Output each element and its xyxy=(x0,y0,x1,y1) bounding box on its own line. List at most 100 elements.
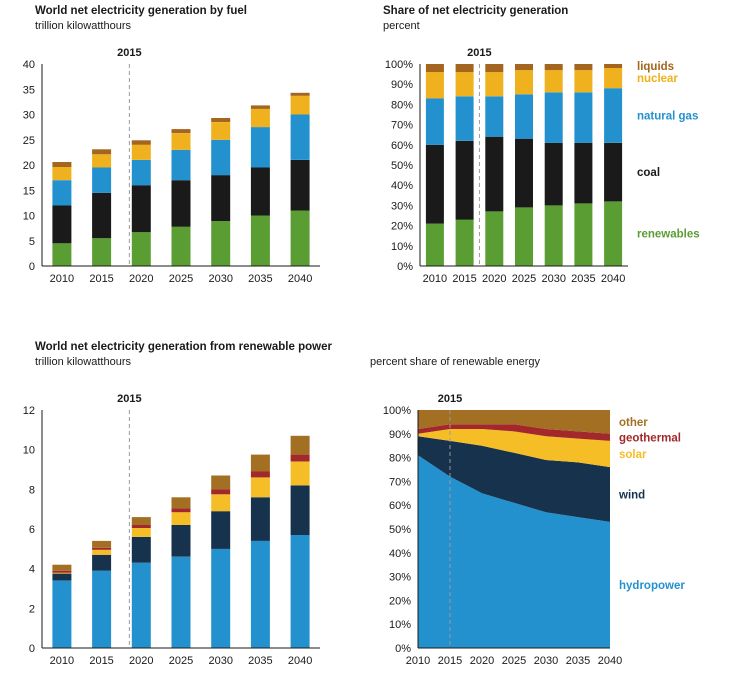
bar-segment-natural-gas xyxy=(250,127,270,168)
y-tick-label: 20% xyxy=(389,595,411,607)
bar-segment-geothermal xyxy=(131,525,151,528)
bar-segment-geothermal xyxy=(52,570,72,573)
y-tick-label: 25 xyxy=(23,135,35,147)
bar-segment-hydropower xyxy=(211,548,231,648)
bar-segment-renewables xyxy=(52,243,72,266)
bar-segment-coal xyxy=(574,142,593,204)
bar-segment-coal xyxy=(425,144,444,224)
area-solar xyxy=(418,429,610,468)
bar-segment-wind xyxy=(92,554,112,571)
x-tick-label: 2020 xyxy=(129,273,153,285)
bar-segment-solar xyxy=(250,477,270,498)
x-tick-label: 2015 xyxy=(89,273,113,285)
bar-segment-renewables xyxy=(455,219,474,266)
bar-segment-liquids xyxy=(211,118,231,122)
bar-segment-hydropower xyxy=(52,580,72,648)
bar-segment-coal xyxy=(290,160,310,211)
y-tick-label: 60% xyxy=(389,500,411,512)
bar-segment-other xyxy=(131,517,151,525)
bar-segment-liquids xyxy=(455,64,474,73)
y-tick-label: 40 xyxy=(23,59,35,71)
bar-segment-nuclear xyxy=(171,133,191,150)
bar-segment-hydropower xyxy=(131,562,151,648)
bar-segment-liquids xyxy=(290,92,310,96)
chart3-title: World net electricity generation from re… xyxy=(35,341,332,353)
bar-segment-renewables xyxy=(425,223,444,266)
bar-segment-wind xyxy=(131,536,151,563)
bar-segment-natural-gas xyxy=(131,160,151,186)
divider-year-label: 2015 xyxy=(438,393,462,405)
y-tick-label: 35 xyxy=(23,84,35,96)
x-tick-label: 2040 xyxy=(601,273,625,285)
legend-nuclear: nuclear xyxy=(637,73,678,85)
bar-segment-coal xyxy=(515,138,533,208)
bar-segment-natural-gas xyxy=(574,92,593,143)
bar-segment-nuclear xyxy=(515,70,533,95)
bar-segment-renewables xyxy=(250,215,270,266)
y-tick-label: 0% xyxy=(395,643,411,655)
bar-segment-liquids xyxy=(92,149,112,155)
bar-segment-coal xyxy=(250,167,270,216)
bar-segment-natural-gas xyxy=(485,96,504,137)
bar-segment-renewables xyxy=(574,203,593,266)
y-tick-label: 80% xyxy=(389,453,411,465)
bar-segment-nuclear xyxy=(290,95,310,115)
bar-segment-hydropower xyxy=(250,540,270,648)
bar-segment-other xyxy=(92,540,112,548)
y-tick-label: 50% xyxy=(391,160,413,172)
y-tick-label: 100% xyxy=(383,405,411,417)
y-tick-label: 100% xyxy=(385,59,413,71)
chart2-subtitle: percent xyxy=(383,20,420,32)
bar-segment-coal xyxy=(485,136,504,212)
bar-segment-geothermal xyxy=(92,547,112,550)
bar-segment-hydropower xyxy=(92,570,112,648)
y-tick-label: 60% xyxy=(391,140,413,152)
bar-segment-coal xyxy=(604,142,623,202)
bar-segment-natural-gas xyxy=(544,92,563,143)
bar-segment-natural-gas xyxy=(52,180,72,206)
bar-segment-renewables xyxy=(92,238,112,266)
bar-segment-hydropower xyxy=(171,556,191,648)
bar-segment-renewables xyxy=(211,221,231,266)
bar-segment-liquids xyxy=(52,162,72,167)
bar-segment-solar xyxy=(131,528,151,537)
chart3-subtitle: trillion kilowatthours xyxy=(35,356,131,368)
x-tick-label: 2040 xyxy=(288,273,312,285)
bar-segment-wind xyxy=(290,485,310,535)
legend-solar: solar xyxy=(619,449,647,461)
bar-segment-nuclear xyxy=(131,144,151,160)
y-tick-label: 20% xyxy=(391,221,413,233)
bar-segment-nuclear xyxy=(92,154,112,168)
legend-wind: wind xyxy=(618,489,645,501)
y-tick-label: 20 xyxy=(23,160,35,172)
legend-natural-gas: natural gas xyxy=(637,111,698,123)
bar-segment-other xyxy=(250,454,270,472)
y-tick-label: 10% xyxy=(391,241,413,253)
bar-segment-other xyxy=(52,564,72,571)
bar-segment-liquids xyxy=(485,64,504,73)
divider-year-label: 2015 xyxy=(117,393,141,405)
bar-segment-renewables xyxy=(131,232,151,266)
x-tick-label: 2035 xyxy=(571,273,595,285)
chart1-title: World net electricity generation by fuel xyxy=(35,5,247,17)
x-tick-label: 2025 xyxy=(512,273,536,285)
bar-segment-nuclear xyxy=(211,122,231,140)
x-tick-label: 2035 xyxy=(566,655,590,667)
area-geothermal xyxy=(418,424,610,441)
y-tick-label: 0% xyxy=(397,261,413,273)
x-tick-label: 2020 xyxy=(482,273,506,285)
y-tick-label: 4 xyxy=(29,564,35,576)
y-tick-label: 6 xyxy=(29,524,35,536)
x-tick-label: 2010 xyxy=(50,273,74,285)
bar-segment-renewables xyxy=(604,201,623,266)
chart1-subtitle: trillion kilowatthours xyxy=(35,20,131,32)
bar-segment-other xyxy=(171,497,191,509)
area-other xyxy=(418,410,610,434)
bar-segment-liquids xyxy=(250,105,270,109)
bar-segment-geothermal xyxy=(290,454,310,462)
bar-segment-liquids xyxy=(425,64,444,73)
bar-segment-coal xyxy=(52,205,72,244)
bar-segment-geothermal xyxy=(171,508,191,513)
bar-segment-liquids xyxy=(544,64,563,71)
bar-segment-liquids xyxy=(604,64,623,68)
